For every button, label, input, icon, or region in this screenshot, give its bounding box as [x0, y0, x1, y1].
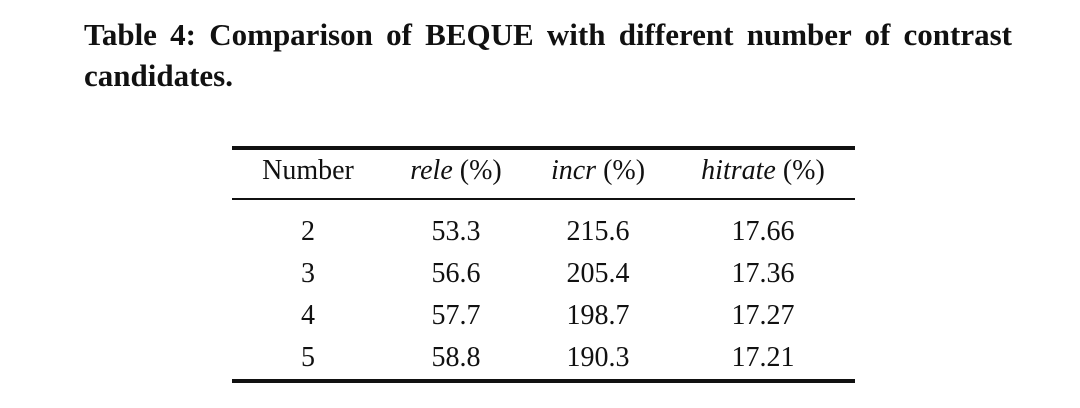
table-cell: 198.7	[566, 300, 630, 331]
table-cell: 56.6	[431, 258, 481, 289]
header-name: rele	[410, 155, 453, 186]
header-name: hitrate	[701, 155, 776, 186]
table-cell: 190.3	[566, 342, 630, 373]
mid-rule	[232, 198, 855, 200]
table-cell: 205.4	[566, 258, 630, 289]
table-cell: 3	[301, 258, 315, 289]
table-cell: 57.7	[431, 300, 481, 331]
header-name: incr	[550, 155, 597, 186]
header-unit: (%)	[603, 155, 646, 186]
table-cell: 58.8	[431, 342, 481, 373]
header-unit: (%)	[782, 155, 825, 186]
table-cell: 17.21	[731, 342, 795, 373]
table-cell: 5	[301, 342, 315, 373]
header-cell: rele (%)	[410, 157, 501, 185]
table-cell: 4	[301, 300, 315, 331]
table-cell: 17.36	[731, 258, 795, 289]
table-cell: 2	[301, 216, 315, 247]
header-cell: hitrate (%)	[701, 157, 825, 185]
table-cell: 215.6	[566, 216, 630, 247]
header-name: Number	[262, 155, 354, 186]
header-unit: (%)	[459, 155, 502, 186]
header-cell: Number	[262, 157, 354, 185]
table-cell: 17.27	[731, 300, 795, 331]
header-cell: incr (%)	[551, 157, 645, 185]
bottom-rule	[232, 379, 855, 383]
table-cell: 17.66	[731, 216, 795, 247]
top-rule	[232, 146, 855, 150]
table-caption: Table 4: Comparison of BEQUE with differ…	[84, 17, 1012, 93]
table-cell: 53.3	[431, 216, 481, 247]
